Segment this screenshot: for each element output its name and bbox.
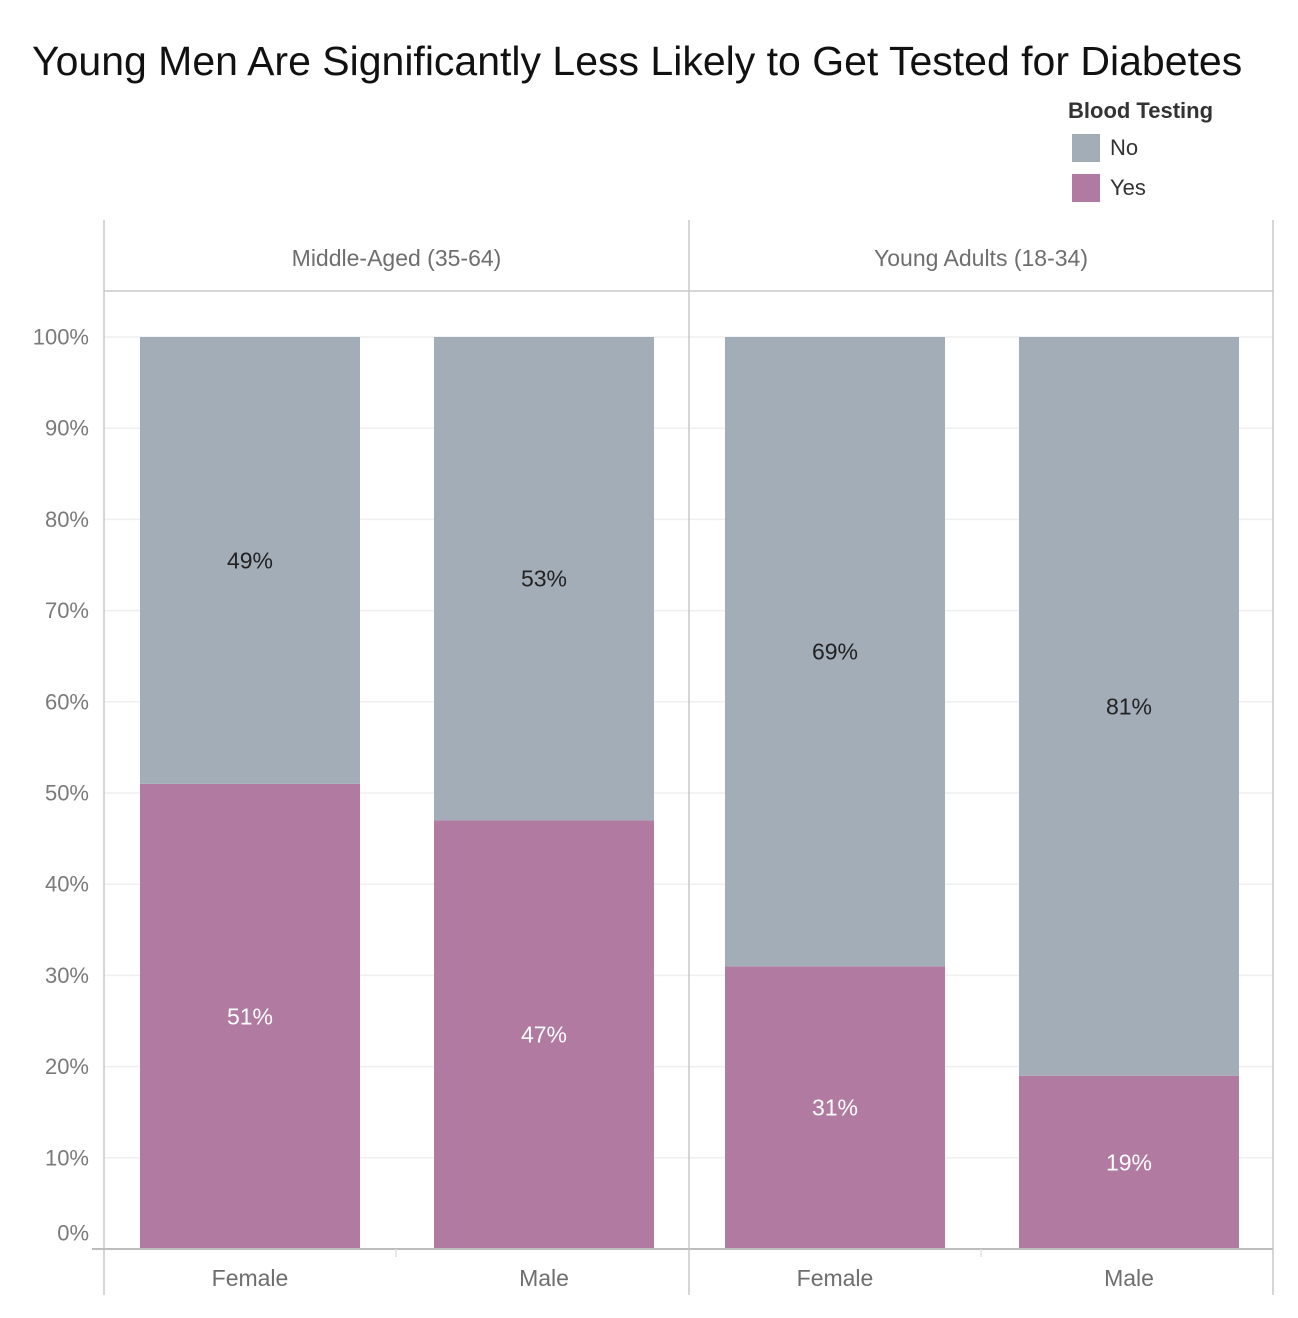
data-label-yes: 47%	[521, 1022, 567, 1048]
data-label-no: 53%	[521, 566, 567, 592]
data-label-no: 81%	[1106, 693, 1152, 719]
chart-title: Young Men Are Significantly Less Likely …	[32, 38, 1243, 84]
bar-segment-yes	[434, 820, 654, 1249]
legend-swatch-yes	[1072, 174, 1100, 202]
bar-segment-yes	[140, 783, 360, 1249]
y-tick-label: 90%	[45, 416, 89, 441]
bar-segment-yes	[725, 966, 945, 1249]
y-tick-label: 10%	[45, 1145, 89, 1170]
bar-segment-no	[140, 337, 360, 784]
y-tick-label: 80%	[45, 507, 89, 532]
panel-header: Young Adults (18-34)	[874, 245, 1088, 271]
bar-segment-no	[1019, 337, 1239, 1076]
data-label-yes: 51%	[227, 1003, 273, 1029]
x-tick-label: Male	[1104, 1265, 1154, 1291]
y-tick-label: 70%	[45, 598, 89, 623]
y-tick-label: 30%	[45, 963, 89, 988]
x-tick-label: Female	[212, 1265, 289, 1291]
data-label-yes: 31%	[812, 1095, 858, 1121]
legend-label-no: No	[1110, 135, 1139, 160]
y-tick-label: 50%	[45, 781, 89, 806]
x-tick-label: Male	[519, 1265, 569, 1291]
panel-header: Middle-Aged (35-64)	[292, 245, 502, 271]
legend-title: Blood Testing	[1068, 98, 1214, 123]
legend-item-yes[interactable]: Yes	[1072, 174, 1213, 202]
x-tick-label: Female	[797, 1265, 874, 1291]
y-tick-label: 0%	[57, 1221, 89, 1246]
data-label-no: 49%	[227, 547, 273, 573]
y-tick-label: 60%	[45, 689, 89, 714]
legend: Blood Testing No Yes	[1068, 98, 1213, 214]
y-tick-label: 20%	[45, 1054, 89, 1079]
bar-segment-no	[725, 337, 945, 967]
bar-segment-yes	[1019, 1075, 1239, 1249]
legend-label-yes: Yes	[1110, 175, 1146, 200]
data-label-yes: 19%	[1106, 1149, 1152, 1175]
bar-segment-no	[434, 337, 654, 821]
data-label-no: 69%	[812, 639, 858, 665]
legend-item-no[interactable]: No	[1072, 134, 1213, 162]
legend-swatch-no	[1072, 134, 1100, 162]
y-tick-label: 100%	[33, 325, 89, 350]
y-tick-label: 40%	[45, 872, 89, 897]
